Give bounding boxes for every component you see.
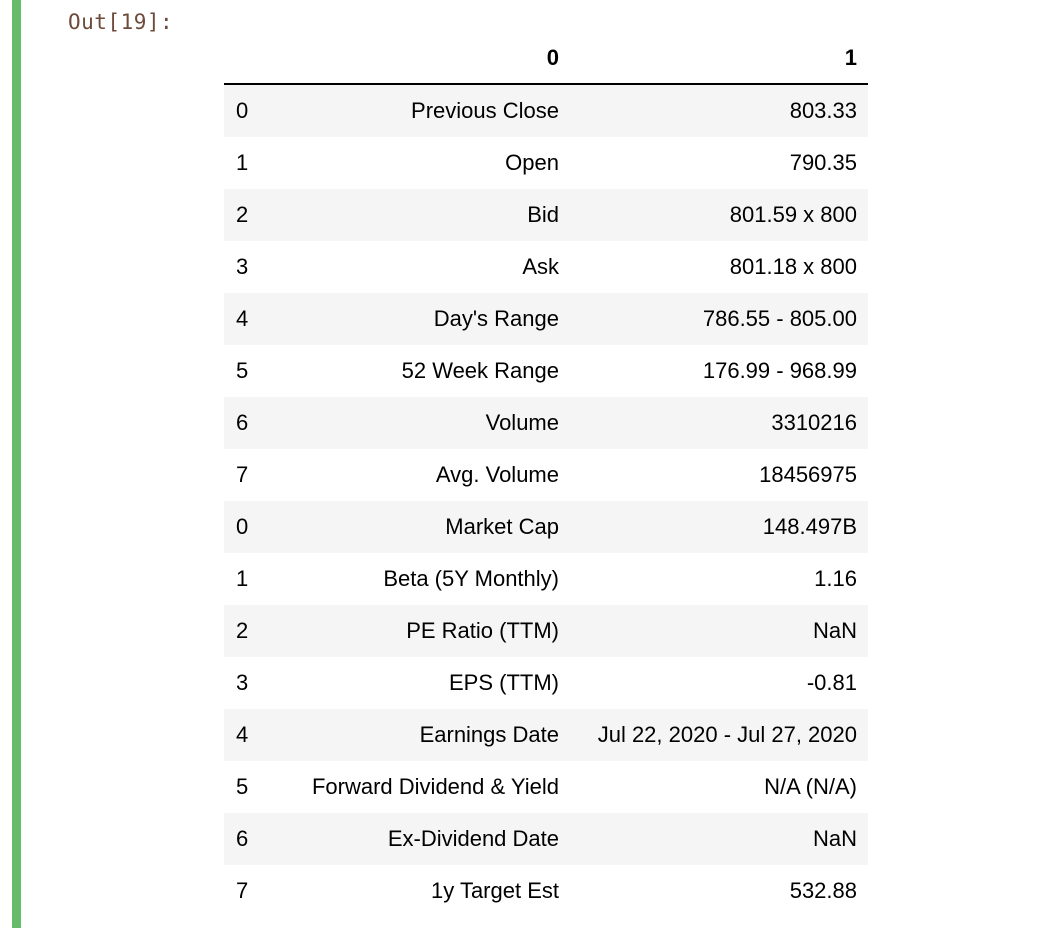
row-label: Volume: [485, 410, 559, 435]
row-index: 5: [236, 774, 249, 799]
row-label: Market Cap: [445, 514, 559, 539]
table-row: 2 Bid 801.59 x 800: [224, 189, 868, 241]
table-row: 4 Earnings Date Jul 22, 2020 - Jul 27, 202…: [224, 709, 868, 761]
table-row: 3 Ask 801.18 x 800: [224, 241, 868, 293]
row-value: NaN: [812, 618, 857, 643]
row-value: Jul 22, 2020 - Jul 27, 2020: [597, 722, 857, 747]
row-value: -0.81: [806, 670, 857, 695]
row-value: 176.99 - 968.99: [702, 358, 857, 383]
row-index: 1: [236, 150, 249, 175]
row-label: Open: [505, 150, 559, 175]
table-row: 2 PE Ratio (TTM) NaN: [224, 605, 868, 657]
row-index: 0: [236, 514, 249, 539]
row-label: Previous Close: [411, 98, 559, 123]
table-body: 0 Previous Close 803.33 1 Open 790.35 2 Bid 801.…: [224, 84, 868, 917]
table-row: 6 Ex-Dividend Date NaN: [224, 813, 868, 865]
table-row: 1 Open 790.35: [224, 137, 868, 189]
row-index: 3: [236, 670, 249, 695]
cell-selection-bar[interactable]: [12, 0, 21, 928]
row-label: PE Ratio (TTM): [406, 618, 559, 643]
dataframe-table: 0 1 0 Previous Close 803.33 1 Open 790.35 2 Bid…: [224, 32, 868, 917]
table-row: 0 Market Cap 148.497B: [224, 501, 868, 553]
table-row: 1 Beta (5Y Monthly) 1.16: [224, 553, 868, 605]
row-value: 1.16: [814, 566, 857, 591]
table-row: 6 Volume 3310216: [224, 397, 868, 449]
row-index: 5: [236, 358, 249, 383]
row-value: 18456975: [759, 462, 857, 487]
row-value: 803.33: [789, 98, 857, 123]
table-row: 0 Previous Close 803.33: [224, 84, 868, 137]
output-prompt: Out[19]:: [68, 10, 174, 34]
row-label: 52 Week Range: [401, 358, 559, 383]
row-index: 4: [236, 722, 249, 747]
row-value: 3310216: [771, 410, 857, 435]
row-index: 1: [236, 566, 249, 591]
table-header-row: 0 1: [224, 32, 868, 85]
row-index: 2: [236, 202, 249, 227]
row-label: Day's Range: [433, 306, 559, 331]
row-value: 801.18 x 800: [729, 254, 857, 279]
row-value: 790.35: [789, 150, 857, 175]
row-value: 801.59 x 800: [729, 202, 857, 227]
row-label: Ask: [522, 254, 559, 279]
table-row: 3 EPS (TTM) -0.81: [224, 657, 868, 709]
row-label: Forward Dividend & Yield: [311, 774, 559, 799]
row-index: 2: [236, 618, 249, 643]
row-index: 7: [236, 462, 249, 487]
row-value: 786.55 - 805.00: [702, 306, 857, 331]
table-row: 7 Avg. Volume 18456975: [224, 449, 868, 501]
row-index: 3: [236, 254, 249, 279]
row-index: 0: [236, 98, 249, 123]
row-value: 532.88: [789, 878, 857, 903]
table-row: 5 52 Week Range 176.99 - 968.99: [224, 345, 868, 397]
header-column-1: 1: [570, 32, 868, 85]
row-label: Beta (5Y Monthly): [383, 566, 559, 591]
row-label: Bid: [527, 202, 559, 227]
row-label: Ex-Dividend Date: [387, 826, 559, 851]
row-value: NaN: [812, 826, 857, 851]
table-row: 5 Forward Dividend & Yield N/A (N/A): [224, 761, 868, 813]
table-row: 7 1y Target Est 532.88: [224, 865, 868, 917]
row-index: 6: [236, 826, 249, 851]
row-value: 148.497B: [762, 514, 857, 539]
row-label: Avg. Volume: [435, 462, 559, 487]
row-index: 6: [236, 410, 249, 435]
row-index: 4: [236, 306, 249, 331]
row-value: N/A (N/A): [764, 774, 857, 799]
header-index: [224, 32, 277, 85]
row-label: EPS (TTM): [449, 670, 559, 695]
row-label: Earnings Date: [419, 722, 559, 747]
row-index: 7: [236, 878, 249, 903]
table-row: 4 Day's Range 786.55 - 805.00: [224, 293, 868, 345]
header-column-0: 0: [277, 32, 570, 85]
row-label: 1y Target Est: [431, 878, 559, 903]
